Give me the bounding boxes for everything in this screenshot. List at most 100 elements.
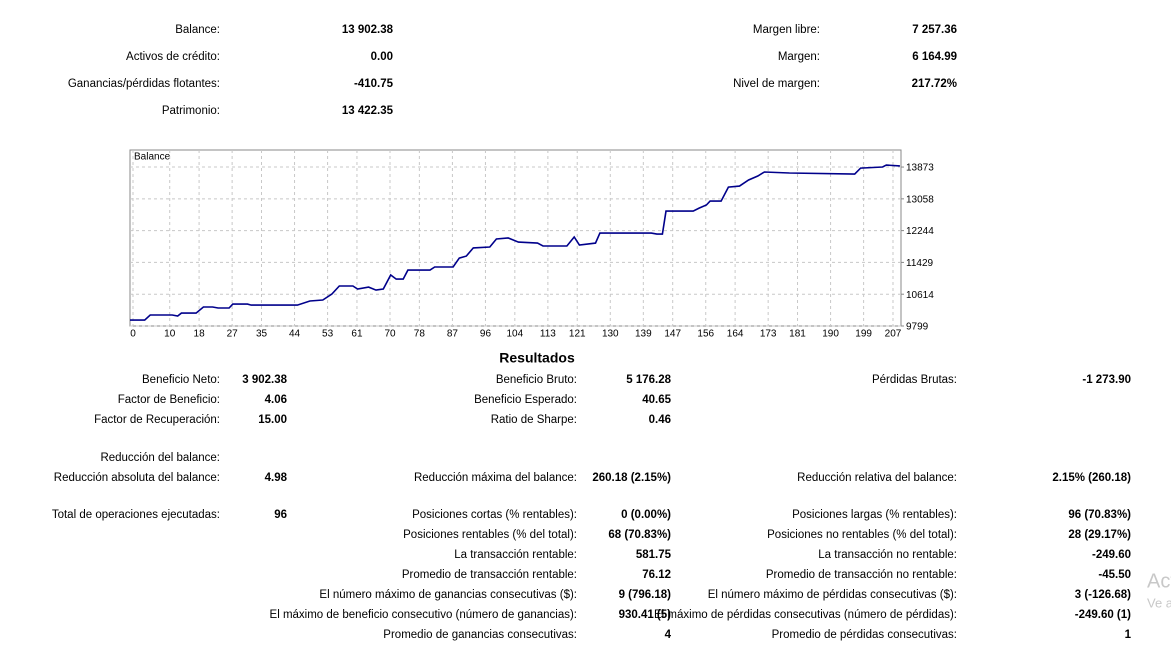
result-label: La transacción no rentable: xyxy=(818,549,957,561)
y-tick-label: 12244 xyxy=(906,226,934,237)
balance-line xyxy=(130,164,900,321)
result-label: El número máximo de ganancias consecutiv… xyxy=(319,589,577,601)
result-value: 1 xyxy=(1125,629,1132,641)
result-value: 40.65 xyxy=(642,394,671,406)
x-tick-label: 18 xyxy=(194,329,206,340)
y-tick-label: 13058 xyxy=(906,194,934,205)
x-tick-label: 53 xyxy=(322,329,334,340)
result-value: 4.06 xyxy=(265,394,287,406)
result-value: 4.98 xyxy=(265,472,288,484)
result-label: Posiciones no rentables (% del total): xyxy=(767,529,957,541)
x-tick-label: 147 xyxy=(664,329,681,340)
watermark: Act xyxy=(1147,570,1171,592)
result-label: Total de operaciones ejecutadas: xyxy=(52,509,220,521)
y-tick-label: 11429 xyxy=(906,258,934,269)
result-label: Posiciones largas (% rentables): xyxy=(792,509,957,521)
x-tick-label: 164 xyxy=(727,329,744,340)
result-value: 96 (70.83%) xyxy=(1068,509,1131,521)
result-label: Beneficio Neto: xyxy=(142,374,220,386)
x-tick-label: 10 xyxy=(164,329,176,340)
result-value: 0 (0.00%) xyxy=(621,509,671,521)
result-label: Reducción absoluta del balance: xyxy=(54,472,220,484)
x-tick-label: 181 xyxy=(789,329,806,340)
summary-value: 217.72% xyxy=(912,78,957,90)
summary-label: Activos de crédito: xyxy=(126,51,220,63)
summary-value: 7 257.36 xyxy=(912,24,957,36)
summary-value: -410.75 xyxy=(354,78,394,90)
result-label: Promedio de transacción no rentable: xyxy=(766,569,957,581)
x-tick-label: 44 xyxy=(289,329,301,340)
result-value: 581.75 xyxy=(636,549,672,561)
chart-title: Balance xyxy=(134,152,171,163)
result-value: 96 xyxy=(274,509,287,521)
result-value: 5 176.28 xyxy=(626,374,671,386)
result-label: Factor de Recuperación: xyxy=(94,414,220,426)
result-value: -249.60 (1) xyxy=(1075,609,1131,621)
result-value: 28 (29.17%) xyxy=(1068,529,1131,541)
result-value: -45.50 xyxy=(1098,569,1131,581)
summary-label: Margen libre: xyxy=(753,24,820,36)
summary-value: 6 164.99 xyxy=(912,51,957,63)
x-tick-label: 35 xyxy=(256,329,268,340)
y-tick-label: 13873 xyxy=(906,163,934,174)
result-value: 0.46 xyxy=(649,414,671,426)
x-tick-label: 27 xyxy=(227,329,239,340)
x-tick-label: 199 xyxy=(855,329,872,340)
summary-value: 13 902.38 xyxy=(342,24,394,36)
result-value: -1 273.90 xyxy=(1082,374,1131,386)
result-label: Beneficio Bruto: xyxy=(496,374,577,386)
result-label: Posiciones cortas (% rentables): xyxy=(412,509,577,521)
x-tick-label: 207 xyxy=(885,329,902,340)
result-label: El máximo de pérdidas consecutivas (núme… xyxy=(654,609,957,621)
result-label: El máximo de beneficio consecutivo (núme… xyxy=(270,609,577,621)
x-tick-label: 61 xyxy=(351,329,363,340)
result-label: Promedio de ganancias consecutivas: xyxy=(383,629,577,641)
result-label: Factor de Beneficio: xyxy=(118,394,220,406)
summary-label: Patrimonio: xyxy=(162,105,220,117)
result-value: 2.15% (260.18) xyxy=(1052,472,1131,484)
watermark: Ve a xyxy=(1147,595,1171,610)
result-label: Reducción del balance: xyxy=(100,452,220,464)
x-tick-label: 104 xyxy=(506,329,523,340)
plot-frame xyxy=(129,149,902,327)
x-tick-label: 130 xyxy=(602,329,619,340)
result-value: 3 902.38 xyxy=(242,374,287,386)
x-tick-label: 78 xyxy=(414,329,426,340)
result-value: 930.41 (5) xyxy=(619,609,672,621)
result-value: 9 (796.18) xyxy=(619,589,672,601)
summary-label: Ganancias/pérdidas flotantes: xyxy=(68,78,220,90)
summary-label: Balance: xyxy=(175,24,220,36)
result-label: La transacción rentable: xyxy=(454,549,577,561)
results-title: Resultados xyxy=(499,350,575,366)
summary-label: Margen: xyxy=(778,51,820,63)
x-tick-label: 190 xyxy=(822,329,839,340)
result-value: 15.00 xyxy=(258,414,287,426)
x-tick-label: 156 xyxy=(697,329,714,340)
result-value: 68 (70.83%) xyxy=(608,529,671,541)
result-label: El número máximo de pérdidas consecutiva… xyxy=(708,589,957,601)
result-value: -249.60 xyxy=(1092,549,1131,561)
result-value: 76.12 xyxy=(642,569,671,581)
summary-label: Nivel de margen: xyxy=(733,78,820,90)
summary-value: 13 422.35 xyxy=(342,105,394,117)
result-label: Promedio de pérdidas consecutivas: xyxy=(772,629,957,641)
result-label: Ratio de Sharpe: xyxy=(491,414,577,426)
x-tick-label: 121 xyxy=(569,329,586,340)
result-label: Posiciones rentables (% del total): xyxy=(403,529,577,541)
x-tick-label: 96 xyxy=(480,329,492,340)
summary-value: 0.00 xyxy=(371,51,393,63)
x-tick-label: 0 xyxy=(130,329,136,340)
result-label: Reducción máxima del balance: xyxy=(414,472,577,484)
y-tick-label: 10614 xyxy=(906,290,934,301)
result-value: 3 (-126.68) xyxy=(1075,589,1131,601)
result-label: Reducción relativa del balance: xyxy=(797,472,957,484)
x-tick-label: 173 xyxy=(760,329,777,340)
result-label: Promedio de transacción rentable: xyxy=(402,569,577,581)
result-value: 4 xyxy=(665,629,672,641)
x-tick-label: 139 xyxy=(635,329,652,340)
x-tick-label: 113 xyxy=(540,329,556,340)
y-tick-label: 9799 xyxy=(906,322,929,333)
x-tick-label: 87 xyxy=(447,329,459,340)
result-label: Beneficio Esperado: xyxy=(474,394,577,406)
